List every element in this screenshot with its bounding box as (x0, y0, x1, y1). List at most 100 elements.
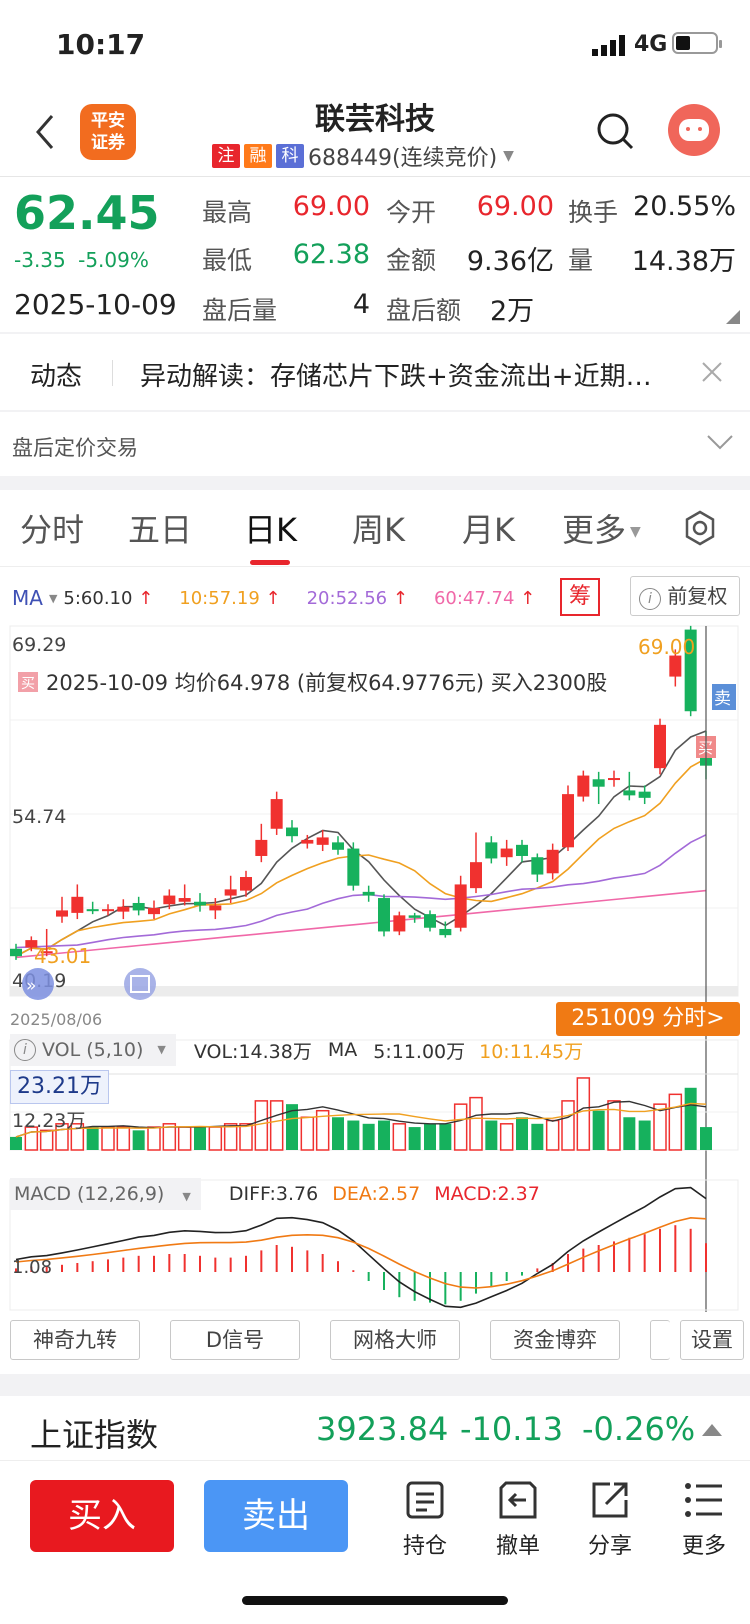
candle (40, 928, 53, 957)
index-bar[interactable]: 上证指数 3923.84 -10.13 -0.26% (0, 1396, 750, 1460)
fenshi-button[interactable]: 251009 分时> (556, 1002, 740, 1036)
candle (194, 893, 206, 912)
tab-daily-k[interactable]: 日K (244, 511, 297, 549)
volume-bar (194, 1127, 206, 1150)
volume-bar (424, 1123, 436, 1150)
index-change: -10.13 (460, 1410, 564, 1448)
volume-bar (101, 1126, 115, 1151)
tab-five-day[interactable]: 五日 (128, 511, 193, 549)
volume-bar (469, 1096, 483, 1151)
candle (10, 943, 22, 960)
volume-bar (254, 1100, 269, 1151)
volume-bar (315, 1109, 330, 1151)
news-divider (112, 360, 113, 386)
low-marker: 43.01 (34, 944, 91, 968)
tool-nine-turns[interactable]: 神奇九转 (10, 1320, 140, 1360)
candle-body (25, 940, 38, 948)
tool-grid-master[interactable]: 网格大师 (330, 1320, 460, 1360)
tool-capital-game[interactable]: 资金博弈 (490, 1320, 620, 1360)
candle (485, 836, 498, 864)
candle (255, 823, 268, 863)
fullscreen-icon[interactable] (124, 968, 156, 1000)
candle (638, 785, 651, 805)
cancel-order-icon (498, 1480, 538, 1520)
volume-legend[interactable]: i VOL (5,10) ▼ VOL:14.38万 MA 5:11.00万 10… (10, 1034, 583, 1066)
tab-more[interactable]: 更多 ▼ (562, 511, 641, 549)
candle-body (270, 799, 283, 829)
candle-body (132, 902, 145, 911)
nav-position[interactable]: 持仓 (402, 1534, 447, 1559)
volume-bar (607, 1100, 621, 1151)
low-value: 62.38 (292, 239, 370, 270)
expand-up-icon[interactable] (702, 1424, 722, 1436)
turnover-label: 换手 (568, 198, 619, 227)
candle-body (454, 884, 467, 928)
volume-bar (132, 1130, 145, 1150)
candle (224, 875, 237, 903)
tab-monthly-k[interactable]: 月K (462, 511, 515, 549)
macd-dea: DEA:2.57 (332, 1183, 421, 1205)
tab-weekly-k[interactable]: 周K (352, 511, 405, 549)
kline-chart[interactable]: 69.29 54.74 40.19 买 2025-10-09 均价64.978 … (0, 624, 750, 1314)
sell-button[interactable]: 卖出 (204, 1480, 348, 1552)
candle (439, 921, 452, 938)
tool-d-signal[interactable]: D信号 (170, 1320, 300, 1360)
close-icon[interactable] (700, 360, 724, 384)
tabs-divider (0, 566, 750, 567)
tag-registered: 注 (212, 144, 240, 168)
candle-body (638, 791, 651, 798)
after-amount-label: 盘后额 (386, 296, 462, 325)
network-label: 4G (634, 32, 668, 57)
battery-icon (672, 32, 722, 54)
settings-icon[interactable] (682, 510, 718, 546)
buy-button[interactable]: 买入 (30, 1480, 174, 1552)
tool-settings[interactable]: 设置 (680, 1320, 744, 1360)
tab-fenshi[interactable]: 分时 (20, 511, 85, 549)
open-value: 69.00 (476, 191, 554, 222)
nav-more[interactable]: 更多 (681, 1534, 726, 1559)
macd-indicator-select[interactable]: MACD (12,26,9) ▼ (10, 1178, 201, 1210)
kline-scrollbar[interactable] (10, 986, 738, 996)
stock-code: 688449(连续竞价) (308, 146, 498, 171)
nav-share[interactable]: 分享 (587, 1534, 632, 1559)
after-hours-row[interactable]: 盘后定价交易 (0, 412, 750, 476)
expand-corner-icon[interactable] (726, 310, 740, 324)
candle-body (56, 910, 68, 917)
assistant-avatar[interactable] (668, 104, 720, 156)
candle-body (347, 848, 360, 886)
candle-body (654, 724, 666, 769)
index-pct: -0.26% (582, 1410, 696, 1448)
candle (608, 770, 620, 787)
active-tab-indicator (250, 560, 290, 565)
after-volume-label: 盘后量 (202, 296, 278, 325)
candle-body (148, 907, 160, 915)
volume-indicator-select[interactable]: i VOL (5,10) ▼ (10, 1034, 176, 1066)
candle-body (240, 877, 252, 891)
candle-body (531, 857, 544, 875)
candle-body (485, 842, 498, 859)
high-marker: 69.00 (638, 635, 695, 659)
section-gap (0, 1374, 750, 1396)
chevron-down-icon: ▼ (48, 591, 58, 605)
home-indicator (242, 1596, 508, 1605)
stock-subtitle[interactable]: 注 融 科 688449(连续竞价) ▼ (212, 142, 514, 171)
volume-axis-top: 23.21万 (10, 1070, 109, 1104)
scroll-left-icon[interactable] (22, 968, 54, 1000)
search-icon[interactable] (596, 112, 636, 152)
volume-ma10-line (15, 1102, 707, 1138)
nav-cancel-order[interactable]: 撤单 (495, 1534, 540, 1559)
macd-legend[interactable]: MACD (12,26,9) ▼ DIFF:3.76 DEA:2.57 MACD… (10, 1178, 540, 1210)
news-bar[interactable]: 动态 异动解读：存储芯片下跌+资金流出+近期… (0, 334, 750, 412)
macd-axis-label: 1.08 (12, 1257, 52, 1278)
trade-note-bg (14, 668, 650, 696)
candle-body (608, 778, 620, 781)
tool-partial[interactable] (650, 1320, 670, 1360)
candle-body (684, 629, 697, 712)
back-icon[interactable] (30, 112, 60, 152)
info-icon: i (14, 1039, 36, 1061)
current-price: 62.45 (14, 186, 160, 240)
chevron-down-icon: ▼ (157, 1043, 166, 1056)
ma-legend[interactable]: MA ▼ 5:60.10 ↑ 10:57.19 ↑ 20:52.56 ↑ 60:… (12, 586, 536, 610)
adjust-button[interactable]: i 前复权 (630, 576, 740, 616)
chip-distribution-button[interactable]: 筹 (560, 578, 600, 616)
